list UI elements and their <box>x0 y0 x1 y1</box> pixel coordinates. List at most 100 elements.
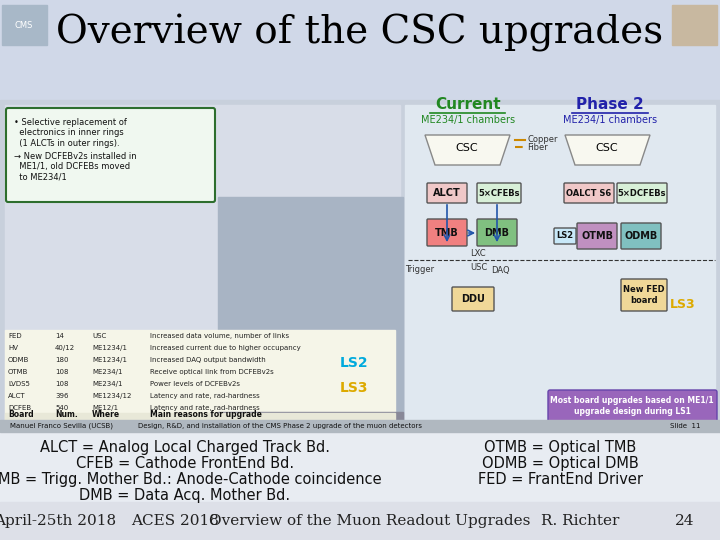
Text: Slide  11: Slide 11 <box>670 423 700 429</box>
Bar <box>672 5 717 45</box>
FancyBboxPatch shape <box>617 183 667 203</box>
FancyBboxPatch shape <box>477 183 521 203</box>
Text: ME1234/1: ME1234/1 <box>92 357 127 363</box>
Text: April-25th 2018: April-25th 2018 <box>0 514 116 528</box>
Bar <box>0 420 720 432</box>
Bar <box>0 432 720 502</box>
Text: R. Richter: R. Richter <box>541 514 619 528</box>
Text: Design, R&D, and installation of the CMS Phase 2 upgrade of the muon detectors: Design, R&D, and installation of the CMS… <box>138 423 422 429</box>
Text: DMB: DMB <box>485 227 510 238</box>
Text: ALCT = Analog Local Charged Track Bd.: ALCT = Analog Local Charged Track Bd. <box>40 440 330 455</box>
Text: 540: 540 <box>55 405 68 411</box>
Bar <box>218 412 403 422</box>
Text: ALCT: ALCT <box>433 188 461 198</box>
Text: ME12/1: ME12/1 <box>92 405 118 411</box>
Text: DAQ: DAQ <box>491 266 509 274</box>
Bar <box>0 0 720 100</box>
FancyBboxPatch shape <box>621 223 661 249</box>
Text: Increased DAQ output bandwidth: Increased DAQ output bandwidth <box>150 357 266 363</box>
Text: Num.: Num. <box>55 410 78 419</box>
Text: Power levels of DCFEBv2s: Power levels of DCFEBv2s <box>150 381 240 387</box>
Text: 5×CFEBs: 5×CFEBs <box>478 188 520 198</box>
Text: CMS: CMS <box>15 21 33 30</box>
Text: Copper: Copper <box>527 136 557 145</box>
Text: LS2: LS2 <box>340 356 369 370</box>
Text: LS3: LS3 <box>670 299 696 312</box>
FancyBboxPatch shape <box>452 287 494 311</box>
Text: TMB: TMB <box>435 227 459 238</box>
Text: FED: FED <box>8 333 22 339</box>
Text: Main reasons for upgrade: Main reasons for upgrade <box>150 410 262 419</box>
Text: HV: HV <box>8 345 18 351</box>
Text: 40/12: 40/12 <box>55 345 75 351</box>
Text: LS3: LS3 <box>340 381 369 395</box>
Text: 108: 108 <box>55 381 68 387</box>
Bar <box>2 5 47 45</box>
Text: LS2: LS2 <box>557 232 574 240</box>
Text: Overview of the CSC upgrades: Overview of the CSC upgrades <box>56 14 664 52</box>
Text: ALCT: ALCT <box>8 393 26 399</box>
Text: New FED
board: New FED board <box>624 285 665 305</box>
Text: CSC: CSC <box>595 143 618 153</box>
Text: OTMB: OTMB <box>581 231 613 241</box>
Text: Current: Current <box>435 97 501 112</box>
Bar <box>0 502 720 540</box>
Text: ODMB = Optical DMB: ODMB = Optical DMB <box>482 456 639 471</box>
Text: Board: Board <box>8 410 34 419</box>
Text: Manuel Franco Sevilla (UCSB): Manuel Franco Sevilla (UCSB) <box>10 423 113 429</box>
Text: LVDS5: LVDS5 <box>8 381 30 387</box>
Text: OALCT S6: OALCT S6 <box>567 188 611 198</box>
Text: Latency and rate, rad-hardness: Latency and rate, rad-hardness <box>150 405 260 411</box>
Bar <box>405 105 715 425</box>
Text: 24: 24 <box>675 514 695 528</box>
Text: Phase 2: Phase 2 <box>576 97 644 112</box>
Bar <box>5 330 395 425</box>
Text: Increased current due to higher occupancy: Increased current due to higher occupanc… <box>150 345 301 351</box>
Text: OTMB = Optical TMB: OTMB = Optical TMB <box>484 440 636 455</box>
Text: ME234/1: ME234/1 <box>92 381 122 387</box>
Text: Increased data volume, number of links: Increased data volume, number of links <box>150 333 289 339</box>
Text: 14: 14 <box>55 333 64 339</box>
Text: Trigger: Trigger <box>405 266 435 274</box>
Bar <box>5 413 395 425</box>
Text: CSC: CSC <box>456 143 478 153</box>
FancyBboxPatch shape <box>477 219 517 246</box>
FancyBboxPatch shape <box>577 223 617 249</box>
Text: CFEB = Cathode FrontEnd Bd.: CFEB = Cathode FrontEnd Bd. <box>76 456 294 471</box>
FancyBboxPatch shape <box>427 183 467 203</box>
Text: Receive optical link from DCFEBv2s: Receive optical link from DCFEBv2s <box>150 369 274 375</box>
Text: USC: USC <box>470 263 487 272</box>
Text: ACES 2018: ACES 2018 <box>131 514 219 528</box>
Text: USC: USC <box>92 333 107 339</box>
Bar <box>0 100 720 430</box>
Text: OTMB: OTMB <box>8 369 28 375</box>
Text: DCFEB: DCFEB <box>8 405 31 411</box>
Text: 396: 396 <box>55 393 68 399</box>
Text: Fiber: Fiber <box>527 143 548 152</box>
FancyBboxPatch shape <box>548 390 717 422</box>
Text: Where: Where <box>92 410 120 419</box>
FancyBboxPatch shape <box>554 228 576 244</box>
Polygon shape <box>565 135 650 165</box>
Text: TMB = Trigg. Mother Bd.: Anode-Cathode coincidence: TMB = Trigg. Mother Bd.: Anode-Cathode c… <box>0 472 382 487</box>
FancyBboxPatch shape <box>6 108 215 202</box>
Text: Latency and rate, rad-hardness: Latency and rate, rad-hardness <box>150 393 260 399</box>
Text: ODMB: ODMB <box>624 231 657 241</box>
Text: FED = FrantEnd Driver: FED = FrantEnd Driver <box>477 472 642 487</box>
Text: 108: 108 <box>55 369 68 375</box>
Text: ME234/1 chambers: ME234/1 chambers <box>421 115 515 125</box>
Text: ODMB: ODMB <box>8 357 30 363</box>
Polygon shape <box>425 135 510 165</box>
FancyBboxPatch shape <box>621 279 667 311</box>
Text: ME1234/12: ME1234/12 <box>92 393 131 399</box>
Bar <box>5 105 400 425</box>
FancyBboxPatch shape <box>564 183 614 203</box>
Text: DDU: DDU <box>461 294 485 304</box>
Text: → New DCFEBv2s installed in
  ME1/1, old DCFEBs moved
  to ME234/1: → New DCFEBv2s installed in ME1/1, old D… <box>14 152 137 182</box>
Text: ME234/1 chambers: ME234/1 chambers <box>563 115 657 125</box>
Text: ME1234/1: ME1234/1 <box>92 345 127 351</box>
Text: Most board upgrades based on ME1/1
upgrade design during LS1: Most board upgrades based on ME1/1 upgra… <box>550 396 714 416</box>
Text: 5×DCFEBs: 5×DCFEBs <box>618 188 666 198</box>
Bar <box>218 197 403 422</box>
Text: ME234/1: ME234/1 <box>92 369 122 375</box>
